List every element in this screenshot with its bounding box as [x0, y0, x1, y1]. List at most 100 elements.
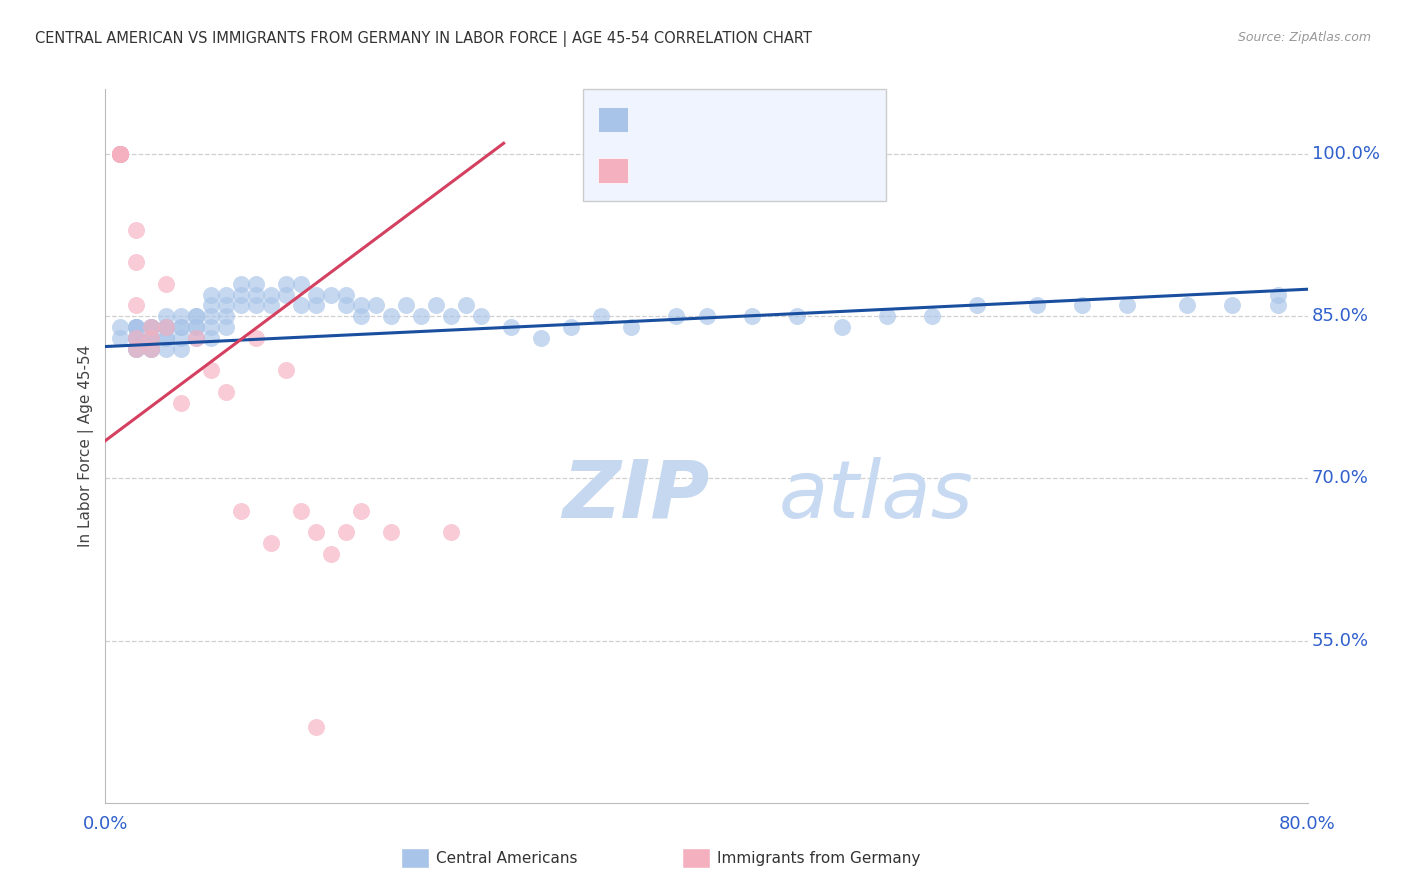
Point: [184, 320, 207, 334]
Point: [124, 331, 146, 345]
Text: 100.0%: 100.0%: [1312, 145, 1379, 163]
Point: [831, 320, 853, 334]
Point: [229, 277, 252, 291]
Point: [741, 310, 763, 324]
Point: [110, 147, 132, 161]
Point: [229, 298, 252, 312]
Point: [110, 147, 132, 161]
Point: [260, 298, 283, 312]
Point: [425, 298, 447, 312]
Point: [110, 320, 132, 334]
Point: [245, 277, 267, 291]
Point: [124, 223, 146, 237]
Point: [560, 320, 582, 334]
Point: [305, 720, 328, 734]
Point: [665, 310, 688, 324]
Text: CENTRAL AMERICAN VS IMMIGRANTS FROM GERMANY IN LABOR FORCE | AGE 45-54 CORRELATI: CENTRAL AMERICAN VS IMMIGRANTS FROM GERM…: [35, 31, 813, 47]
Point: [1267, 287, 1289, 301]
Point: [305, 525, 328, 540]
Point: [260, 536, 283, 550]
Point: [139, 331, 162, 345]
Point: [1267, 298, 1289, 312]
Point: [364, 298, 387, 312]
Point: [155, 277, 177, 291]
Point: [350, 310, 373, 324]
Point: [966, 298, 988, 312]
Point: [380, 525, 402, 540]
Point: [155, 342, 177, 356]
Point: [200, 331, 222, 345]
Point: [591, 310, 613, 324]
Point: [155, 331, 177, 345]
Point: [110, 147, 132, 161]
Point: [274, 363, 297, 377]
Point: [440, 525, 463, 540]
Point: [200, 287, 222, 301]
Point: [139, 331, 162, 345]
Point: [335, 287, 357, 301]
Point: [260, 287, 283, 301]
Point: [214, 287, 236, 301]
Point: [124, 320, 146, 334]
Point: [214, 384, 236, 399]
Point: [124, 255, 146, 269]
Point: [139, 320, 162, 334]
Point: [214, 310, 236, 324]
Point: [335, 298, 357, 312]
Point: [169, 320, 191, 334]
Point: [155, 320, 177, 334]
Point: [290, 277, 312, 291]
Point: [139, 331, 162, 345]
Point: [110, 147, 132, 161]
Point: [274, 277, 297, 291]
Point: [214, 320, 236, 334]
Point: [1116, 298, 1139, 312]
Point: [290, 504, 312, 518]
Text: R =  0.463   N = 33: R = 0.463 N = 33: [643, 161, 834, 180]
Point: [470, 310, 492, 324]
Point: [124, 331, 146, 345]
Point: [214, 298, 236, 312]
Point: [124, 342, 146, 356]
Point: [184, 331, 207, 345]
Point: [155, 310, 177, 324]
Point: [200, 320, 222, 334]
Y-axis label: In Labor Force | Age 45-54: In Labor Force | Age 45-54: [79, 345, 94, 547]
Point: [335, 525, 357, 540]
Point: [124, 342, 146, 356]
Point: [409, 310, 432, 324]
Point: [155, 320, 177, 334]
Point: [110, 147, 132, 161]
Point: [184, 310, 207, 324]
Point: [155, 331, 177, 345]
Point: [440, 310, 463, 324]
Point: [110, 147, 132, 161]
Point: [110, 331, 132, 345]
Point: [169, 396, 191, 410]
Point: [350, 504, 373, 518]
Text: 85.0%: 85.0%: [1312, 307, 1369, 326]
Point: [124, 331, 146, 345]
Point: [110, 147, 132, 161]
Point: [169, 342, 191, 356]
Text: atlas: atlas: [779, 457, 973, 535]
Point: [200, 298, 222, 312]
Point: [169, 320, 191, 334]
Point: [124, 320, 146, 334]
Point: [786, 310, 808, 324]
Point: [139, 320, 162, 334]
Point: [229, 287, 252, 301]
Point: [124, 342, 146, 356]
Point: [200, 363, 222, 377]
Point: [169, 331, 191, 345]
Point: [139, 331, 162, 345]
Point: [155, 320, 177, 334]
Point: [139, 320, 162, 334]
Point: [1222, 298, 1244, 312]
Point: [696, 310, 718, 324]
Point: [184, 310, 207, 324]
Text: 70.0%: 70.0%: [1312, 469, 1368, 487]
Point: [229, 504, 252, 518]
Text: R =   0.171   N = 94: R = 0.171 N = 94: [643, 110, 841, 128]
Point: [1071, 298, 1094, 312]
